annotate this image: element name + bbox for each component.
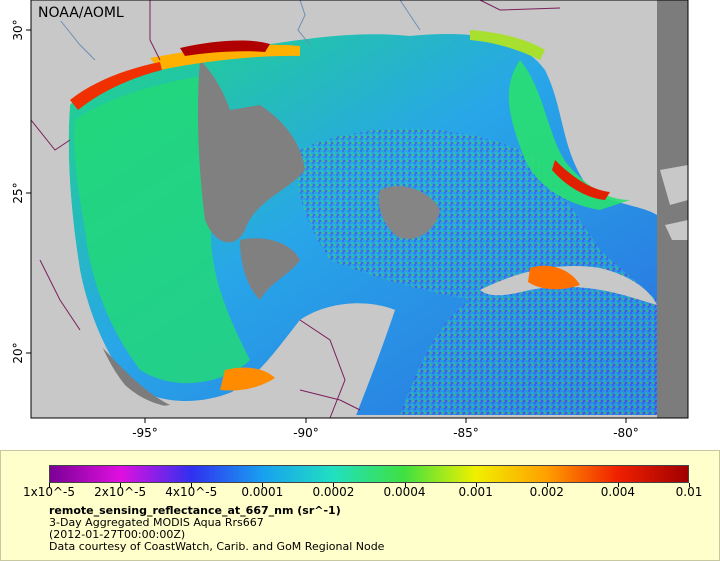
coastal-band-louisiana-red	[180, 40, 270, 56]
colorbar-tickmark	[689, 483, 690, 487]
no-data-central	[197, 60, 305, 243]
colorbar-tick-label: 1x10^-5	[22, 485, 76, 499]
land-mexico-west	[31, 100, 200, 418]
lon-label-95: -95°	[132, 426, 158, 440]
border-us-states	[149, 0, 161, 61]
colorbar-tickmark	[617, 483, 619, 487]
lat-label-30: 30°	[11, 19, 25, 40]
colorbar-tickmark	[475, 483, 477, 487]
colorbar-tickmark	[120, 483, 122, 487]
lat-label-25: 25°	[11, 182, 25, 203]
colorbar-tick-label: 2x10^-5	[94, 485, 147, 499]
border-florida	[479, 0, 561, 11]
colorbar-tick-label: 0.0001	[241, 485, 284, 499]
longitude-axis: -95° -90° -85° -80°	[132, 418, 639, 440]
plot-frame	[30, 0, 689, 419]
border-mexico-states	[39, 259, 81, 331]
coastal-band-campeche	[220, 367, 275, 391]
lon-label-90: -90°	[293, 426, 319, 440]
coastal-band-tampa	[552, 160, 610, 200]
coastal-band-florida-north	[470, 30, 545, 60]
colorbar-tickmark	[49, 483, 50, 487]
product-name: 3-Day Aggregated MODIS Aqua Rrs667	[49, 516, 264, 529]
border-us-mexico	[30, 119, 71, 151]
colorbar-tickmark	[546, 483, 548, 487]
credit-box	[34, 3, 120, 21]
land-us-north	[31, 0, 580, 100]
coastal-band-texas	[70, 62, 162, 110]
river-alabama	[399, 0, 421, 31]
no-data-south	[240, 238, 300, 300]
colorbar-tick-label: 0.002	[529, 485, 564, 499]
no-data-mid	[378, 186, 440, 239]
colorbar-tickmark	[404, 483, 406, 487]
gulf-of-mexico-map: 30° 25° 20° -95° -90° -85° -80° NOAA/AOM…	[11, 0, 689, 440]
lon-label-85: -85°	[453, 426, 479, 440]
west-florida-shelf	[508, 60, 630, 210]
land-yucatan	[230, 303, 395, 418]
river-texas	[59, 19, 96, 61]
colorbar-tick-label: 0.001	[458, 485, 493, 499]
time-stamp: (2012-01-27T00:00:00Z)	[49, 528, 186, 541]
colorbar-tickmark	[191, 483, 193, 487]
colorbar-tick-label: 0.0002	[312, 485, 355, 499]
border-guatemala	[299, 389, 361, 411]
colorbar-tick-label: 0.004	[600, 485, 636, 499]
land-florida	[560, 0, 657, 200]
lon-label-80: -80°	[613, 426, 639, 440]
coastal-band-cuba	[528, 265, 580, 290]
colorbar	[49, 465, 689, 483]
land-bahamas	[660, 165, 688, 240]
data-credit: Data courtesy of CoastWatch, Carib. and …	[49, 540, 385, 553]
lat-label-20: 20°	[11, 342, 25, 363]
legend-panel: 1x10^-5 2x10^-5 4x10^-5 0.0001 0.0002 0.0004 0…	[0, 450, 720, 561]
variable-name: remote_sensing_reflectance_at_667_nm (sr…	[49, 504, 341, 517]
legend-text: remote_sensing_reflectance_at_667_nm (sr…	[49, 505, 384, 553]
colorbar-tick-label: 0.01	[675, 485, 703, 499]
colorbar-tickmark	[262, 483, 264, 487]
colorbar-tick-label: 0.0004	[383, 485, 426, 499]
colorbar-tickmark	[333, 483, 335, 487]
no-data-east-strip	[657, 0, 688, 418]
colorbar-tick-label: 4x10^-5	[165, 485, 218, 499]
map-credit: NOAA/AOML	[38, 5, 124, 21]
river-mississippi	[297, 0, 311, 46]
latitude-axis: 30° 25° 20°	[11, 19, 31, 364]
